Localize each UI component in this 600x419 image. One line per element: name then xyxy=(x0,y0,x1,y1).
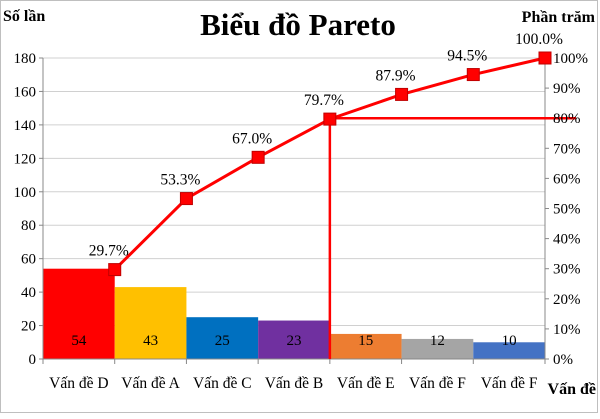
bar-value-label: 10 xyxy=(502,333,517,349)
left-tick-label: 0 xyxy=(29,352,37,368)
cumulative-percent-label: 87.9% xyxy=(376,67,416,84)
cutoff-lines xyxy=(328,116,576,359)
bar xyxy=(401,338,474,359)
right-tick-label: 0% xyxy=(553,352,573,368)
cumulative-percent-label: 67.0% xyxy=(232,130,272,147)
bars xyxy=(43,268,545,359)
right-tick-label: 10% xyxy=(553,322,581,338)
cumulative-percent-label: 29.7% xyxy=(89,243,129,260)
cumulative-marker xyxy=(466,68,480,82)
bar-value-label: 25 xyxy=(215,333,230,349)
cumulative-marker xyxy=(538,51,552,65)
cumulative-marker xyxy=(108,263,122,277)
left-tick-label: 160 xyxy=(14,84,37,100)
cumulative-percent-label: 94.5% xyxy=(447,48,487,65)
right-tick-label: 50% xyxy=(553,202,581,218)
x-tick-label: Vấn đề B xyxy=(265,375,324,392)
right-tick-label: 80% xyxy=(553,111,581,127)
x-tick-label: Vấn đề C xyxy=(193,375,252,392)
left-tick-label: 180 xyxy=(14,51,37,67)
cumulative-marker xyxy=(395,87,409,101)
left-tick-label: 100 xyxy=(14,185,37,201)
left-tick-label: 80 xyxy=(21,218,36,234)
right-tick-label: 40% xyxy=(553,232,581,248)
left-tick-label: 20 xyxy=(21,319,36,335)
right-tick-label: 30% xyxy=(553,262,581,278)
bar xyxy=(43,268,115,359)
left-tick-label: 40 xyxy=(21,285,36,301)
cumulative-marker xyxy=(323,112,337,126)
bar-value-label: 15 xyxy=(358,333,373,349)
bar xyxy=(258,320,330,359)
x-tick-label: Vấn đề F xyxy=(481,375,538,392)
bar-value-label: 23 xyxy=(287,333,302,349)
cumulative-percent-label: 100.0% xyxy=(515,31,563,48)
bar xyxy=(114,287,187,359)
bar xyxy=(186,317,259,359)
labels: 54 Vấn đề D 43 Vấn đề A 25 Vấn đề C 23 Vấn đề B… xyxy=(14,31,589,392)
x-tick-label: Vấn đề E xyxy=(337,375,395,392)
cumulative-percent-label: 79.7% xyxy=(304,92,344,109)
x-tick-label: Vấn đề A xyxy=(121,375,180,392)
bar xyxy=(473,342,545,359)
left-tick-label: 60 xyxy=(21,252,36,268)
axes xyxy=(39,57,549,364)
right-tick-label: 70% xyxy=(553,141,581,157)
cumulative-marker xyxy=(251,150,265,164)
cumulative-marker xyxy=(179,192,193,206)
bar xyxy=(329,333,402,359)
cumulative-percent-label: 53.3% xyxy=(160,172,200,189)
right-tick-label: 20% xyxy=(553,292,581,308)
right-tick-label: 90% xyxy=(553,81,581,97)
right-tick-label: 100% xyxy=(553,51,588,67)
left-axis-title: Số lần xyxy=(3,8,45,25)
right-axis-title: Phần trăm xyxy=(522,9,596,26)
x-tick-label: Vấn đề D xyxy=(49,375,108,392)
bar-value-label: 54 xyxy=(71,333,87,349)
right-tick-label: 60% xyxy=(553,171,581,187)
left-tick-label: 120 xyxy=(14,151,37,167)
bar-value-label: 12 xyxy=(430,333,445,349)
gridlines xyxy=(43,57,545,327)
x-axis-title: Vấn đề xyxy=(548,381,596,398)
chart-title: Biểu đồ Pareto xyxy=(200,7,396,42)
x-tick-label: Vấn đề F xyxy=(409,375,466,392)
left-tick-label: 140 xyxy=(14,118,37,134)
cumulative-line xyxy=(108,51,552,277)
bar-value-label: 43 xyxy=(143,333,158,349)
